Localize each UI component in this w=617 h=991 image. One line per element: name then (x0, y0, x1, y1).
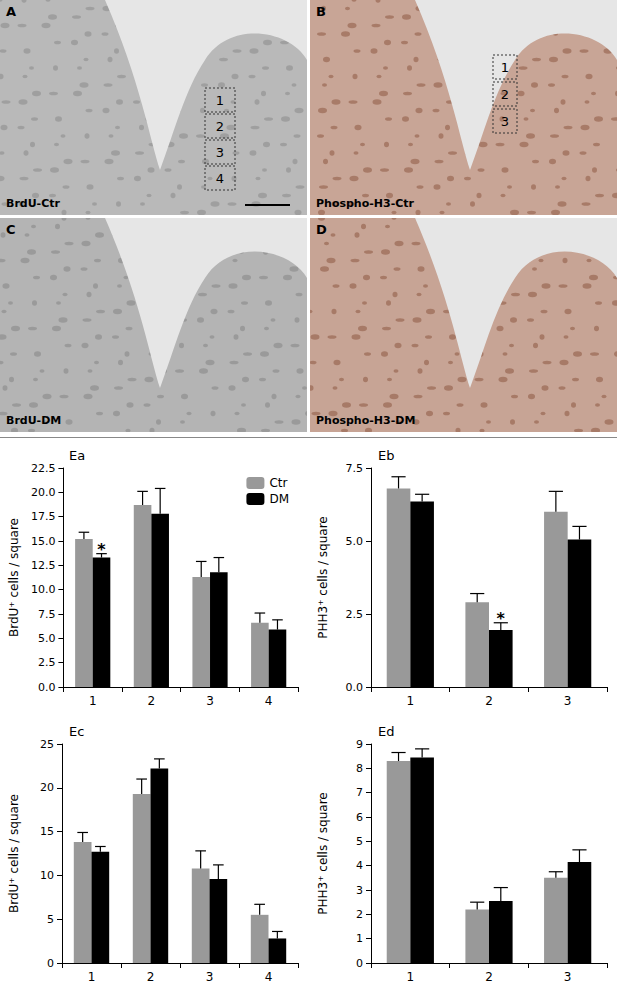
svg-text:Ea: Ea (69, 448, 85, 463)
svg-text:2: 2 (501, 87, 509, 102)
svg-text:Phospho-H3-DM: Phospho-H3-DM (316, 414, 415, 427)
svg-text:7: 7 (356, 786, 363, 799)
svg-text:3: 3 (356, 884, 363, 897)
svg-text:12.5: 12.5 (31, 559, 56, 572)
svg-text:4: 4 (265, 970, 273, 984)
svg-text:2: 2 (485, 694, 493, 708)
svg-text:1: 1 (88, 970, 96, 984)
svg-text:3: 3 (216, 145, 224, 160)
svg-text:Ctr: Ctr (269, 476, 287, 490)
svg-text:1: 1 (407, 694, 415, 708)
svg-text:BrdU⁺ cells / square: BrdU⁺ cells / square (7, 794, 21, 913)
svg-text:*: * (497, 609, 506, 628)
svg-text:7.5: 7.5 (346, 462, 364, 475)
svg-text:2.5: 2.5 (346, 608, 364, 621)
svg-text:0.0: 0.0 (38, 681, 56, 694)
svg-text:15: 15 (40, 825, 54, 838)
svg-text:22.5: 22.5 (31, 462, 56, 475)
svg-text:A: A (6, 4, 16, 19)
svg-text:0: 0 (47, 957, 54, 970)
svg-text:Eb: Eb (378, 448, 394, 463)
svg-text:5.0: 5.0 (346, 535, 364, 548)
svg-text:3: 3 (564, 970, 572, 984)
svg-text:5: 5 (356, 835, 363, 848)
svg-text:Ec: Ec (69, 724, 84, 739)
svg-text:PHH3⁺ cells / square: PHH3⁺ cells / square (316, 792, 330, 915)
svg-text:2: 2 (356, 908, 363, 921)
svg-text:1: 1 (501, 60, 509, 75)
svg-text:DM: DM (269, 492, 289, 506)
svg-text:1: 1 (407, 970, 415, 984)
svg-text:2: 2 (485, 970, 493, 984)
svg-text:*: * (97, 540, 106, 559)
svg-text:BrdU-Ctr: BrdU-Ctr (6, 197, 61, 210)
svg-text:25: 25 (40, 738, 54, 751)
svg-text:15.0: 15.0 (31, 535, 56, 548)
svg-text:17.5: 17.5 (31, 510, 56, 523)
svg-text:1: 1 (89, 694, 97, 708)
svg-text:8: 8 (356, 762, 363, 775)
svg-text:6: 6 (356, 811, 363, 824)
svg-text:3: 3 (206, 970, 214, 984)
svg-text:3: 3 (564, 694, 572, 708)
svg-text:C: C (6, 222, 16, 237)
svg-text:2: 2 (147, 970, 155, 984)
svg-text:BrdU-DM: BrdU-DM (6, 414, 61, 427)
svg-text:7.5: 7.5 (38, 608, 56, 621)
svg-text:20.0: 20.0 (31, 486, 56, 499)
svg-text:B: B (316, 4, 326, 19)
svg-text:2: 2 (216, 119, 224, 134)
svg-text:20: 20 (40, 781, 54, 794)
svg-text:1: 1 (216, 93, 224, 108)
svg-text:4: 4 (265, 694, 273, 708)
svg-text:5: 5 (47, 913, 54, 926)
svg-text:D: D (316, 222, 327, 237)
svg-text:10.0: 10.0 (31, 583, 56, 596)
svg-text:BrdU⁺ cells / square: BrdU⁺ cells / square (7, 518, 21, 637)
svg-text:4: 4 (356, 859, 363, 872)
svg-text:1: 1 (356, 932, 363, 945)
svg-text:0: 0 (356, 957, 363, 970)
svg-text:0.0: 0.0 (346, 681, 364, 694)
svg-text:4: 4 (216, 171, 224, 186)
svg-text:Ed: Ed (378, 724, 394, 739)
svg-text:9: 9 (356, 738, 363, 751)
svg-text:2.5: 2.5 (38, 656, 56, 669)
svg-text:2: 2 (148, 694, 156, 708)
svg-text:3: 3 (206, 694, 214, 708)
svg-text:Phospho-H3-Ctr: Phospho-H3-Ctr (316, 197, 415, 210)
svg-text:3: 3 (501, 114, 509, 129)
svg-text:PHH3⁺ cells / square: PHH3⁺ cells / square (316, 516, 330, 639)
svg-text:5.0: 5.0 (38, 632, 56, 645)
svg-text:10: 10 (40, 869, 54, 882)
